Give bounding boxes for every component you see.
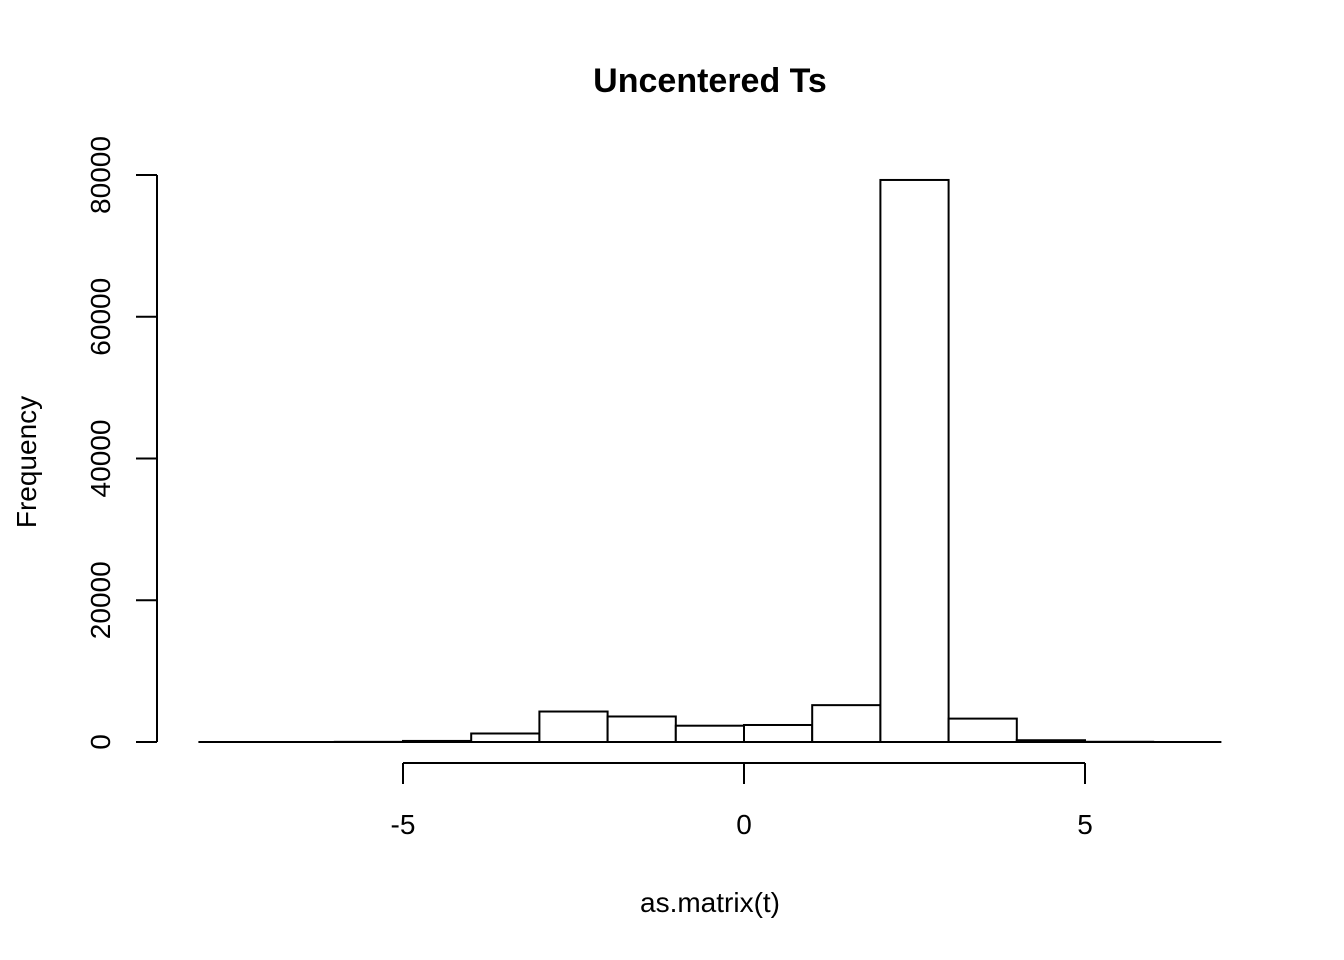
y-axis: 0 20000 40000 60000 80000 xyxy=(85,136,158,750)
x-tick-label: 5 xyxy=(1077,809,1093,840)
histogram-bar xyxy=(743,723,814,743)
histogram-bar xyxy=(538,710,609,743)
x-axis-label: as.matrix(t) xyxy=(640,887,780,918)
y-tick-label: 80000 xyxy=(85,136,116,214)
histogram-bar xyxy=(811,704,882,744)
x-axis: -5 0 5 xyxy=(391,762,1093,840)
histogram-bar xyxy=(947,717,1018,744)
x-tick-label: 0 xyxy=(736,809,752,840)
x-tick-label: -5 xyxy=(391,809,416,840)
y-tick-label: 0 xyxy=(85,734,116,750)
histogram-bar xyxy=(606,715,677,743)
histogram-bar xyxy=(674,724,745,743)
bars-group xyxy=(198,178,1222,744)
y-tick-label: 20000 xyxy=(85,561,116,639)
chart-title: Uncentered Ts xyxy=(593,62,827,100)
histogram-bar xyxy=(470,732,541,743)
y-axis-label: Frequency xyxy=(11,396,42,528)
y-tick-label: 60000 xyxy=(85,278,116,356)
histogram-bar xyxy=(879,178,950,743)
y-tick-label: 40000 xyxy=(85,420,116,498)
